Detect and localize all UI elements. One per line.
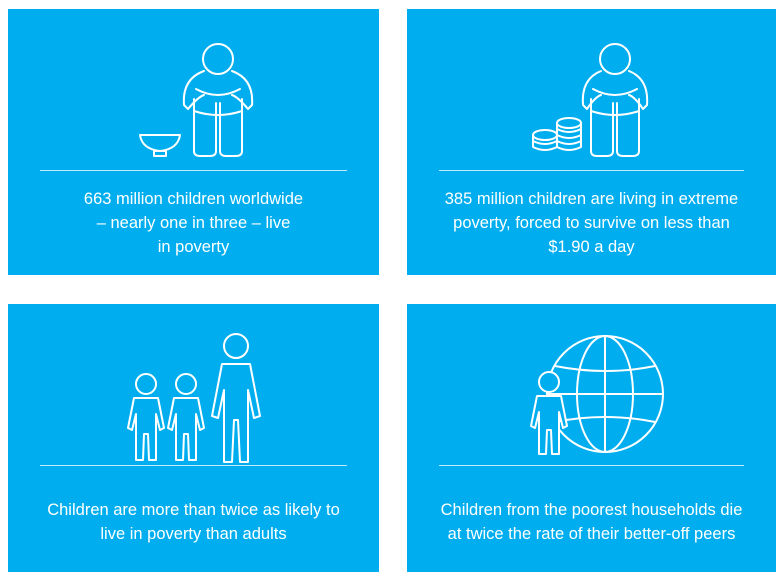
illustration (407, 9, 776, 169)
stat-caption: 663 million children worldwide – nearly … (83, 190, 304, 256)
person-with-coins-icon (532, 43, 649, 157)
illustration (407, 304, 776, 464)
child-with-globe-icon (530, 335, 664, 455)
stat-caption: Children from the poorest households die… (440, 501, 743, 543)
person-with-bowl-icon (139, 43, 254, 157)
stat-card-extreme-poverty: 385 million children are living in extre… (407, 9, 776, 275)
stat-card-child-poverty: 663 million children worldwide – nearly … (8, 9, 379, 275)
divider (439, 465, 744, 466)
divider (40, 465, 347, 466)
illustration (8, 9, 379, 169)
stat-card-children-vs-adults: Children are more than twice as likely t… (8, 304, 379, 572)
divider (439, 170, 744, 171)
stat-caption: 385 million children are living in extre… (444, 190, 739, 256)
children-and-adult-icon (127, 333, 261, 463)
stat-card-child-mortality: Children from the poorest households die… (407, 304, 776, 572)
divider (40, 170, 347, 171)
stat-caption: Children are more than twice as likely t… (47, 501, 340, 543)
illustration (8, 304, 379, 464)
